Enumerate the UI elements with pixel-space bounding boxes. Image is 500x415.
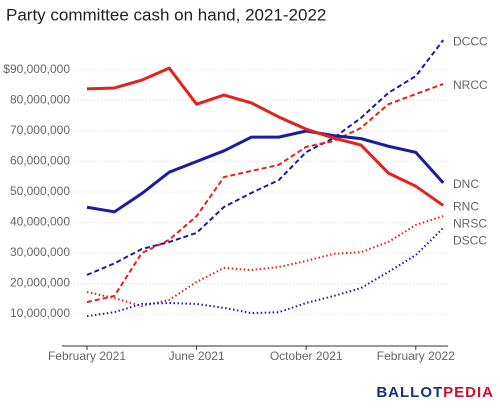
chart-title: Party committee cash on hand, 2021-2022 [6, 5, 326, 24]
x-tick-label: February 2021 [48, 349, 126, 363]
line [86, 66, 445, 207]
legend-label: NRSC [453, 217, 487, 231]
legend-label: NRCC [453, 78, 488, 92]
line [86, 227, 444, 318]
y-tick-label: 70,000,000 [10, 123, 70, 137]
logo: BALLOTPEDIA [376, 384, 494, 401]
legend-label: DCCC [453, 34, 488, 48]
line [86, 39, 444, 276]
y-tick-label: $90,000,000 [3, 62, 70, 76]
legend-label: DNC [453, 177, 479, 191]
legend-label: DSCC [453, 234, 487, 248]
line [86, 129, 445, 214]
y-tick-label: 40,000,000 [10, 215, 70, 229]
logo-part: PEDIA [443, 384, 494, 401]
y-tick-label: 60,000,000 [10, 154, 70, 168]
y-tick-label: 50,000,000 [10, 184, 70, 198]
y-tick-label: 10,000,000 [10, 306, 70, 320]
x-tick-label: February 2022 [377, 349, 455, 363]
line [86, 215, 444, 308]
x-tick-label: October 2021 [270, 349, 343, 363]
x-tick-label: June 2021 [169, 349, 225, 363]
y-tick-label: 30,000,000 [10, 245, 70, 259]
logo-part: BALLOT [376, 384, 443, 401]
line [86, 83, 444, 304]
y-tick-label: 20,000,000 [10, 276, 70, 290]
y-tick-label: 80,000,000 [10, 93, 70, 107]
legend-label: RNC [453, 200, 479, 214]
